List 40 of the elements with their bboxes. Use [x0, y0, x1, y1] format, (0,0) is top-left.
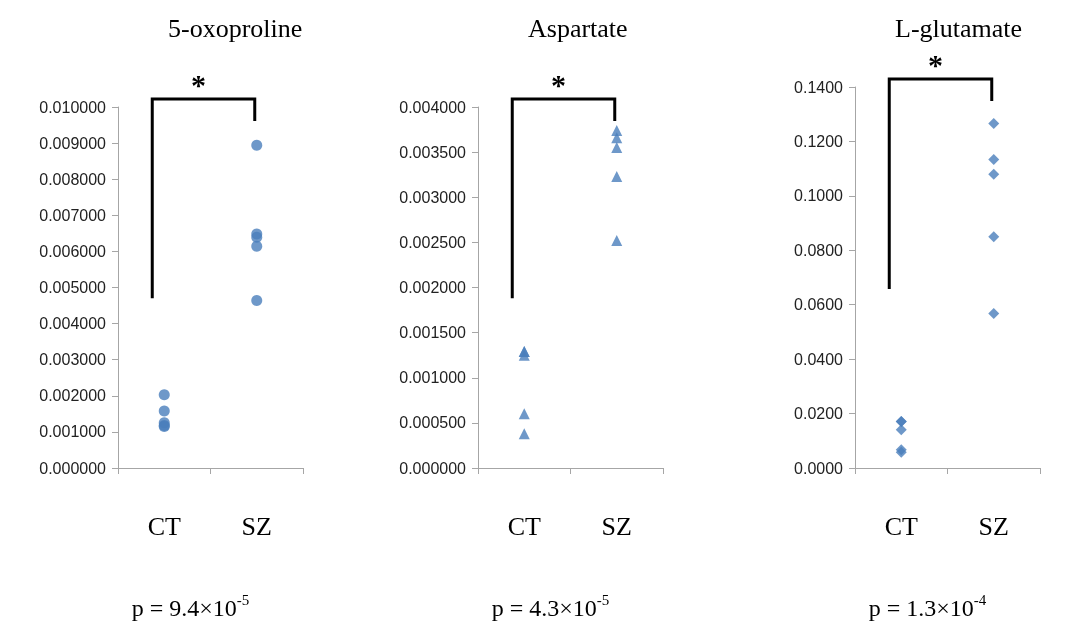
y-tick-label: 0.010000 [39, 98, 107, 116]
y-tick-label: 0.002000 [39, 387, 107, 405]
y-tick-label: 0.001000 [399, 369, 467, 387]
y-tick-label: 0.0000 [794, 459, 844, 477]
y-tick-label: 0.003000 [399, 188, 467, 206]
y-tick-label: 0.0400 [794, 350, 844, 368]
y-tick-label: 0.001000 [39, 423, 107, 441]
y-tick-label: 0.002000 [399, 279, 467, 296]
y-tick-label: 0.000000 [399, 459, 467, 477]
y-tick-label: 0.1200 [794, 132, 844, 150]
y-tick-label: 0.1400 [794, 78, 844, 96]
y-tick-label: 0.006000 [39, 242, 107, 260]
x-tick-label: CT [884, 511, 918, 541]
text: * [928, 47, 943, 81]
chart-title: Aspartate [528, 13, 628, 43]
y-tick-label: 0.002500 [399, 233, 467, 251]
y-tick-label: 0.003500 [399, 143, 467, 161]
y-tick-label: 0.1000 [794, 187, 844, 205]
y-tick-label: 0.001500 [399, 324, 467, 342]
chart-title: L-glutamate [895, 13, 1023, 43]
y-tick-label: 0.000000 [39, 459, 107, 477]
x-tick-label: CT [147, 511, 181, 541]
y-tick-label: 0.004000 [399, 98, 467, 116]
chart-title: 5-oxoproline [168, 13, 303, 43]
x-tick-label: SZ [601, 511, 632, 541]
y-tick-label: 0.0800 [794, 241, 844, 259]
y-tick-label: 0.003000 [39, 351, 107, 369]
x-tick-label: SZ [241, 511, 272, 541]
y-tick-label: 0.0200 [794, 405, 844, 423]
text: * [551, 67, 566, 101]
y-tick-label: 0.008000 [39, 170, 107, 188]
x-tick-label: SZ [978, 511, 1009, 541]
x-tick-label: CT [507, 511, 541, 541]
text: * [191, 67, 206, 101]
y-tick-label: 0.007000 [39, 206, 107, 224]
y-tick-label: 0.004000 [39, 315, 107, 333]
y-tick-label: 0.0600 [794, 296, 844, 314]
y-tick-label: 0.009000 [39, 134, 107, 152]
y-tick-label: 0.000500 [399, 414, 467, 432]
y-tick-label: 0.005000 [39, 279, 107, 296]
